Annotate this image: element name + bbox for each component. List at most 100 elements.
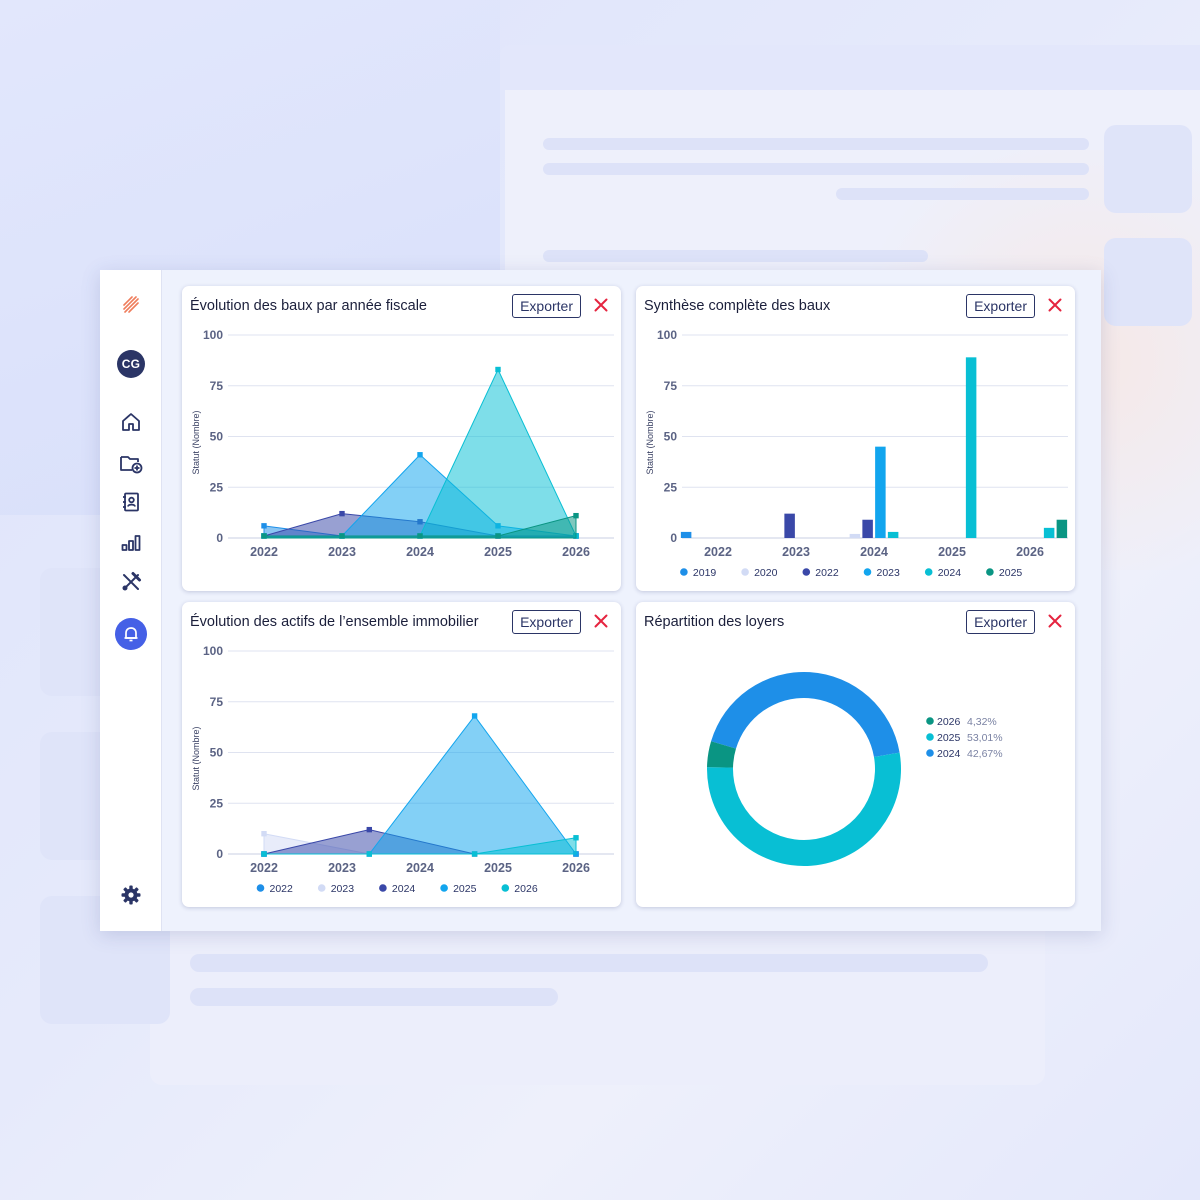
legend-label: 2022 [270,883,294,895]
chart-card-synthese-baux: 0 25 50 75 100 2022 2023 2024 2025 2026 Statut (No… [636,286,1075,591]
close-icon[interactable] [1047,613,1063,629]
home-icon[interactable] [115,406,147,438]
data-point [495,366,501,373]
close-icon[interactable] [593,613,609,629]
legend-marker [501,884,510,892]
data-point [261,851,267,857]
avatar[interactable]: CG [117,350,145,378]
y-tick-label: 0 [670,531,677,545]
legend-marker [926,717,934,725]
donut-slice [707,741,736,768]
legend-marker [440,884,448,892]
data-point [261,533,267,539]
x-tick-label: 2025 [484,861,512,875]
legend-marker [926,733,934,741]
gear-icon[interactable] [115,879,147,911]
app-window: CG [100,270,1101,931]
y-tick-label: 75 [664,379,678,393]
data-point [417,452,423,458]
y-tick-label: 100 [203,328,223,342]
card-title: Évolution des actifs de l’ensemble immob… [190,614,479,630]
area-series [263,715,577,855]
close-icon[interactable] [593,297,609,313]
y-tick-label: 25 [664,480,678,494]
x-tick-label: 2022 [704,545,732,559]
card-title: Répartition des loyers [644,614,785,630]
export-button[interactable]: Exporter [512,610,581,634]
x-tick-label: 2023 [328,861,356,875]
y-tick-label: 50 [664,430,678,444]
tools-icon[interactable] [115,566,147,598]
legend-label: 2026 [937,716,961,728]
legend-marker [802,568,811,576]
legend-label: 2024 [392,883,416,895]
bar [784,513,795,538]
y-tick-label: 0 [216,847,223,861]
sidebar: CG [100,270,162,931]
data-point [417,533,423,539]
y-tick-label: 75 [210,695,224,709]
y-tick-label: 25 [210,796,224,810]
folder-add-icon[interactable] [115,447,147,479]
x-tick-label: 2022 [250,545,278,559]
card-title: Synthèse complète des baux [644,298,831,314]
data-point [366,826,372,833]
legend-label: 2020 [754,567,778,579]
data-point [339,510,345,517]
y-tick-label: 100 [657,328,677,342]
legend-label: 2026 [514,883,538,895]
notifications-button[interactable] [115,618,147,650]
bar-chart: 0 25 50 75 100 2022 2023 2024 2025 2026 Statut (No… [645,328,1068,579]
legend-marker [863,568,872,576]
legend-marker [317,884,326,892]
data-point [573,512,579,519]
legend-label: 2022 [815,567,839,579]
background-card [1104,125,1192,213]
y-tick-label: 50 [210,430,224,444]
x-tick-label: 2026 [562,545,590,559]
legend-label: 2019 [693,567,717,579]
bell-icon [124,627,138,642]
y-tick-label: 0 [216,531,223,545]
y-axis-label: Statut (Nombre) [191,726,201,790]
chart-card-baux-annee-fiscale: 0 25 50 75 100 2022 2023 2024 2025 2026 Statut (No… [182,286,621,591]
background-line [836,188,1089,200]
export-button[interactable]: Exporter [512,294,581,318]
data-point [339,533,345,539]
data-point [495,533,501,539]
legend-value: 42,67% [967,748,1003,760]
export-button[interactable]: Exporter [966,610,1035,634]
legend-label: 2023 [877,567,901,579]
background-line [190,954,988,972]
x-tick-label: 2022 [250,861,278,875]
legend-marker [986,568,994,576]
background-card [1104,238,1192,326]
x-tick-label: 2025 [938,545,966,559]
legend-marker [741,568,749,576]
bar [849,533,861,538]
contact-book-icon[interactable] [115,486,147,518]
stripes-logo-icon[interactable] [115,288,147,320]
background-line [543,163,1089,175]
x-tick-label: 2023 [328,545,356,559]
data-point [261,831,267,837]
bar [965,357,977,538]
legend-label: 2024 [937,748,961,760]
background-line [543,138,1089,150]
data-point [261,523,267,529]
legend-value: 4,32% [967,716,997,728]
close-icon[interactable] [1047,297,1063,313]
area-series [263,515,577,539]
bar [1056,519,1068,538]
x-tick-label: 2024 [406,861,434,875]
legend-marker [926,749,934,757]
chart-card-actifs-immobilier: 0 25 50 75 100 2022 2023 2024 2025 2026 Statut (No… [182,602,621,907]
area-series [263,837,577,855]
legend-marker [379,884,387,892]
bar-chart-icon[interactable] [115,526,147,558]
card-title: Évolution des baux par année fiscale [190,298,427,314]
export-button[interactable]: Exporter [966,294,1035,318]
legend-value: 53,01% [967,732,1003,744]
